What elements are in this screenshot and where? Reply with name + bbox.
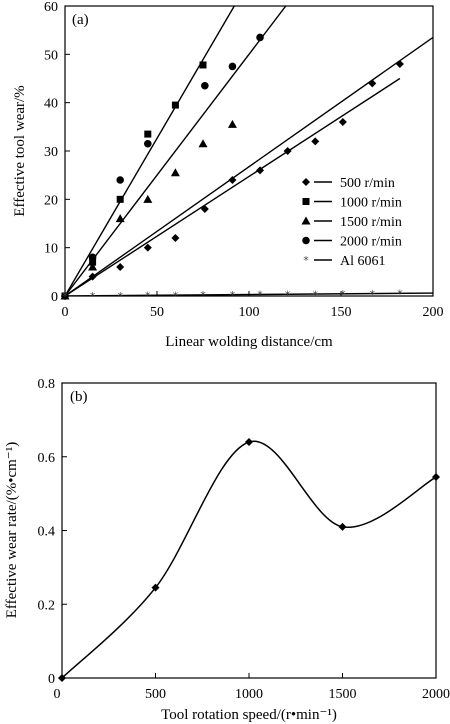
data-point-diamond: [88, 272, 97, 281]
legend-label: 2000 r/min: [340, 235, 402, 250]
panel-a: (a) 0 50 100 150 200 0 10 20 30 40 50 60 * * * * * * * * * *…: [12, 0, 444, 350]
x-tick-label-a: 150: [331, 305, 352, 320]
data-point-square: [171, 101, 179, 109]
data-point-circle: [228, 62, 237, 71]
data-point-square: [89, 258, 97, 266]
data-point-wear-rate: [151, 583, 160, 592]
y-tick-label-a: 20: [44, 193, 58, 208]
fit-line-square: [65, 6, 235, 296]
x-tick-label-b: 0: [54, 687, 61, 702]
panel-b: (b) 0 500 1000 1500 2000 0 0.2 0.4 0.6 0.8 Tool r…: [4, 377, 450, 723]
data-point-circle: [256, 33, 264, 42]
data-point-triangle: [227, 119, 237, 128]
data-point-star: *: [145, 290, 151, 303]
data-point-triangle: [143, 194, 153, 203]
data-point-star: *: [397, 288, 403, 301]
data-point-star: *: [370, 288, 376, 301]
panel-label-b: (b): [70, 389, 88, 405]
data-point-star: *: [285, 289, 291, 302]
wear-rate-curve: [61, 440, 437, 679]
fit-line-triangle: [65, 6, 287, 296]
data-point-star: *: [230, 289, 236, 302]
panel-label-a: (a): [72, 12, 89, 28]
legend-label: 1500 r/min: [340, 215, 402, 230]
data-point-star: *: [117, 290, 123, 303]
plot-frame-b: [61, 382, 437, 679]
data-point-diamond: [311, 137, 320, 146]
y-tick-label-b: 0.2: [38, 598, 56, 613]
legend-a: 500 r/min 1000 r/min 1500 r/min 2000 r/min *…: [301, 176, 402, 269]
data-point-wear-rate: [338, 522, 347, 531]
y-tick-label-a: 60: [44, 0, 58, 15]
data-point-diamond: [283, 147, 292, 155]
data-point-wear-rate: [245, 438, 253, 446]
legend-marker-diamond: [302, 178, 310, 186]
y-tick-label-a: 40: [44, 97, 58, 112]
data-point-diamond: [368, 79, 377, 88]
data-point-square: [116, 195, 124, 203]
x-axis-label-a: Linear wolding distance/cm: [165, 334, 333, 350]
x-tick-label-b: 1500: [329, 687, 357, 702]
legend-label: 1000 r/min: [340, 196, 402, 211]
data-point-diamond: [171, 234, 180, 242]
x-tick-label-a: 0: [62, 305, 69, 320]
data-point-circle: [88, 253, 97, 262]
y-tick-label-b: 0.8: [38, 377, 56, 392]
data-point-star: *: [173, 290, 179, 303]
y-tick-label-b: 0.4: [38, 525, 56, 540]
data-point-triangle: [88, 262, 98, 271]
data-point-star: *: [340, 288, 346, 301]
data-point-star: *: [257, 289, 263, 302]
y-tick-label-b: 0.6: [38, 451, 56, 466]
data-point-star: *: [62, 290, 68, 303]
x-axis-label-b: Tool rotation speed/(r•min⁻¹): [161, 707, 337, 723]
legend-label: 500 r/min: [340, 176, 395, 191]
x-tick-label-a: 200: [423, 305, 444, 320]
data-point-diamond: [143, 243, 152, 252]
legend-marker-square: [302, 198, 310, 205]
fit-line-diamond: [65, 77, 401, 296]
y-tick-label-b: 0: [48, 672, 55, 687]
data-point-diamond: [395, 60, 404, 68]
data-point-square: [144, 130, 152, 138]
data-point-circle: [201, 81, 209, 90]
data-point-circle: [61, 292, 69, 300]
data-point-wear-rate: [432, 473, 440, 482]
y-tick-label-a: 10: [44, 242, 58, 257]
legend-label: Al 6061: [340, 254, 386, 269]
data-point-diamond: [228, 176, 237, 184]
data-point-diamond: [116, 263, 125, 271]
x-tick-label-b: 500: [145, 687, 166, 702]
data-point-circle: [144, 139, 152, 148]
data-point-circle: [116, 176, 124, 184]
y-tick-label-a: 50: [44, 48, 58, 63]
x-tick-label-b: 2000: [422, 687, 450, 702]
y-tick-label-a: 30: [44, 145, 58, 160]
y-axis-label-b: Effective wear rate/(%•cm⁻¹): [4, 442, 20, 618]
data-point-diamond: [256, 166, 265, 175]
data-point-wear-rate: [58, 674, 66, 682]
data-point-star: *: [200, 289, 206, 302]
plot-frame-a: [64, 5, 434, 297]
data-point-square: [199, 61, 207, 69]
x-tick-label-a: 50: [150, 305, 164, 320]
legend-marker-triangle: [301, 216, 311, 225]
fit-line-star: [65, 292, 433, 296]
legend-marker-star: *: [303, 254, 309, 267]
data-point-diamond: [200, 205, 209, 213]
legend-marker-circle: [302, 236, 310, 245]
x-tick-label-a: 100: [239, 305, 260, 320]
data-point-diamond: [338, 118, 347, 126]
data-point-star: *: [90, 290, 96, 303]
data-point-star: *: [312, 289, 318, 302]
data-point-triangle: [170, 168, 180, 177]
data-point-triangle: [198, 139, 208, 148]
y-tick-label-a: 0: [51, 290, 58, 305]
data-point-triangle: [115, 214, 125, 223]
x-tick-label-b: 1000: [235, 687, 263, 702]
y-axis-label-a: Effective tool wear/%: [12, 85, 28, 216]
